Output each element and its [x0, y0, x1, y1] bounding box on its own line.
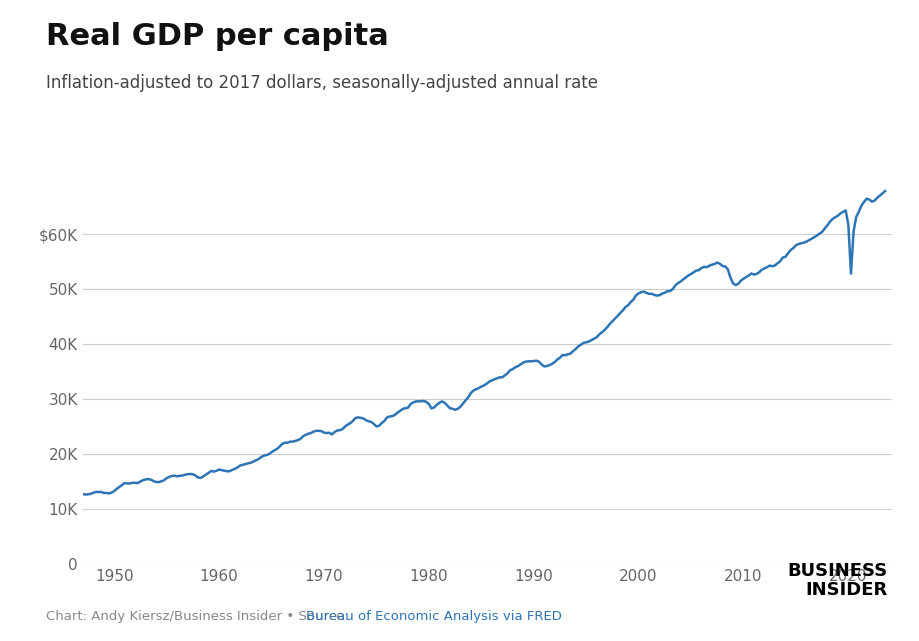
- Text: Bureau of Economic Analysis via FRED: Bureau of Economic Analysis via FRED: [306, 610, 562, 623]
- Text: BUSINESS
INSIDER: BUSINESS INSIDER: [787, 562, 887, 599]
- Text: Real GDP per capita: Real GDP per capita: [46, 22, 389, 51]
- Text: Chart: Andy Kiersz/Business Insider • Source:: Chart: Andy Kiersz/Business Insider • So…: [46, 610, 353, 623]
- Text: Inflation-adjusted to 2017 dollars, seasonally-adjusted annual rate: Inflation-adjusted to 2017 dollars, seas…: [46, 74, 597, 92]
